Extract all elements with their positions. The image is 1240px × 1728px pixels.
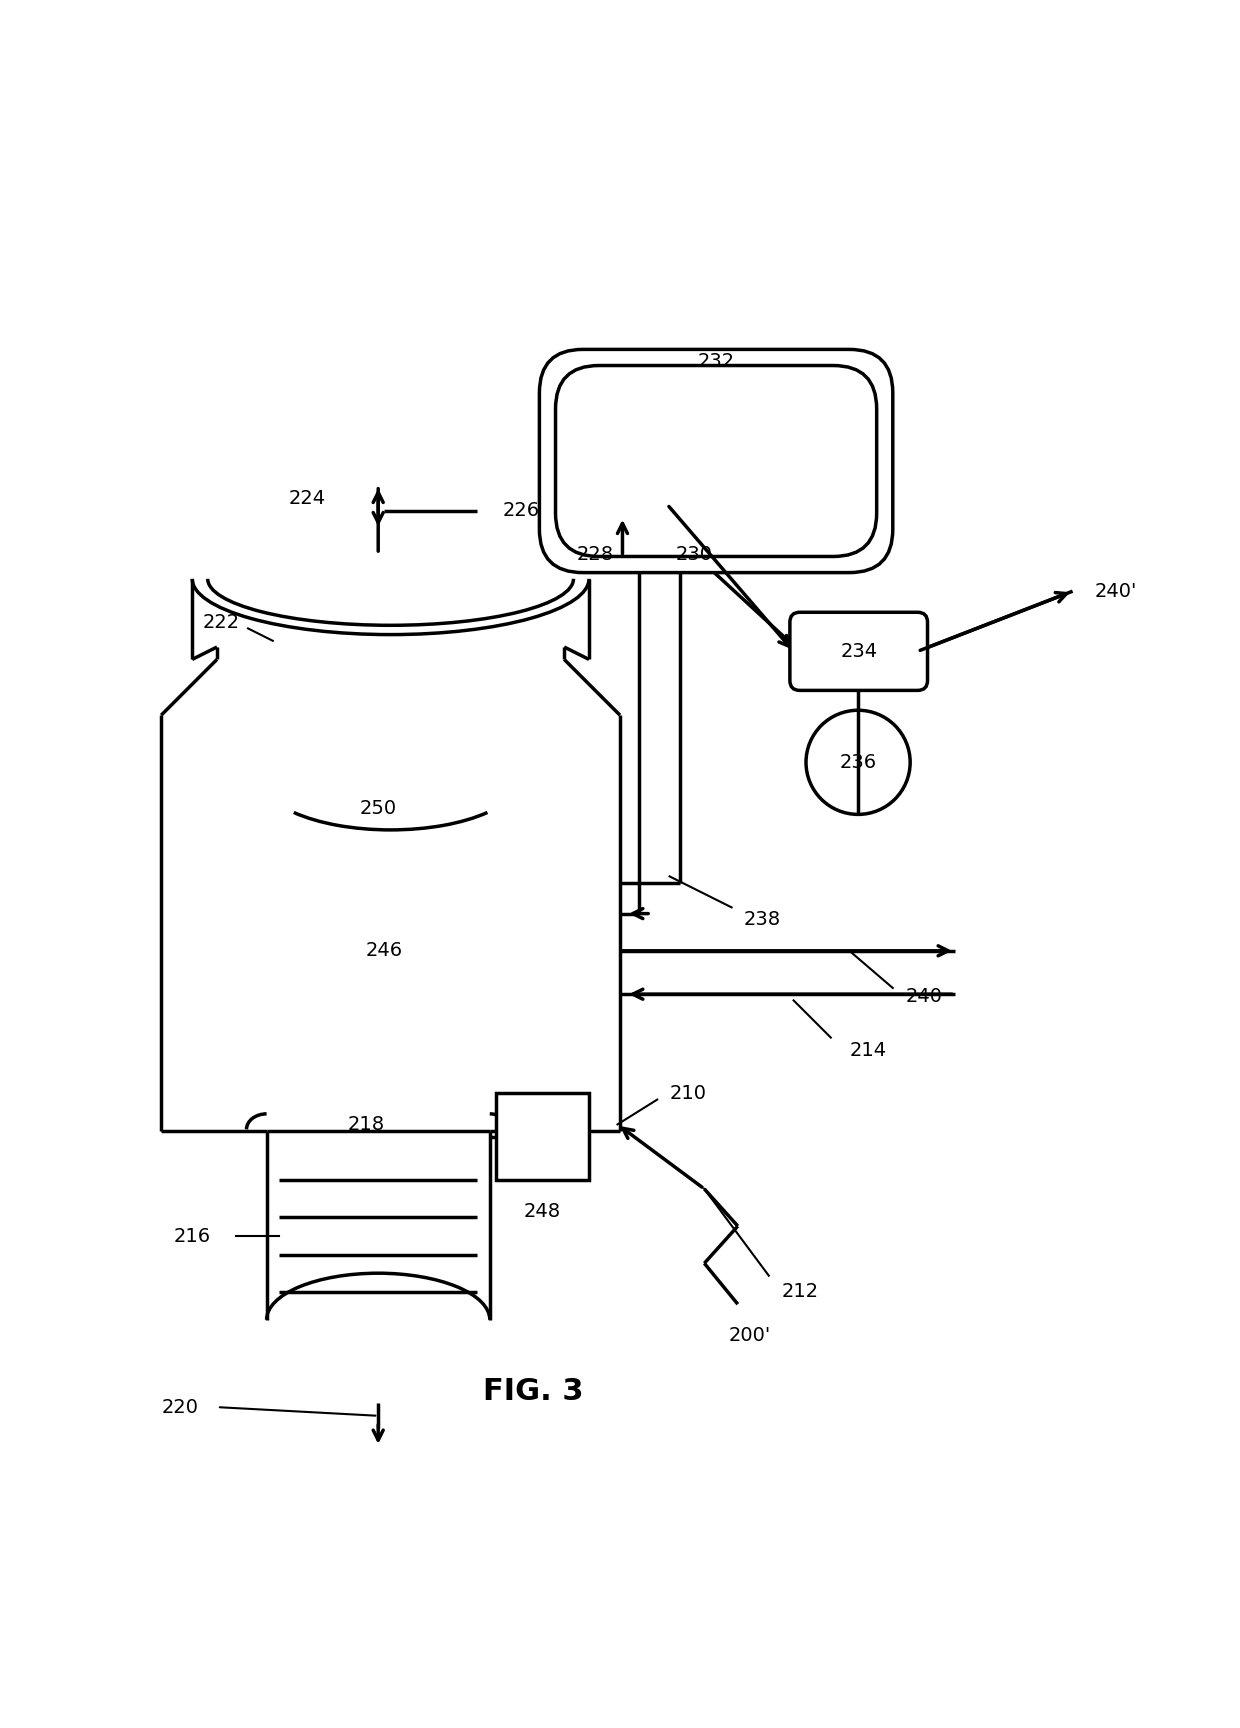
Text: 224: 224 <box>289 489 326 508</box>
Text: 226: 226 <box>502 501 539 520</box>
Text: 246: 246 <box>366 942 403 961</box>
FancyBboxPatch shape <box>790 612 928 691</box>
Text: 216: 216 <box>174 1227 211 1246</box>
Text: 228: 228 <box>577 544 614 563</box>
Text: 230: 230 <box>676 544 713 563</box>
Text: 250: 250 <box>360 798 397 817</box>
Text: 212: 212 <box>781 1282 818 1301</box>
Text: 218: 218 <box>347 1115 384 1134</box>
Text: 236: 236 <box>839 753 877 772</box>
Text: 234: 234 <box>841 641 877 660</box>
Text: 248: 248 <box>525 1201 560 1220</box>
Text: 240: 240 <box>905 987 942 1006</box>
Text: 220: 220 <box>161 1398 198 1417</box>
Text: 238: 238 <box>744 911 781 930</box>
FancyBboxPatch shape <box>539 349 893 572</box>
Text: 232: 232 <box>698 353 734 372</box>
Text: FIG. 3: FIG. 3 <box>482 1377 584 1405</box>
Text: 210: 210 <box>670 1083 707 1102</box>
Text: 214: 214 <box>849 1040 887 1059</box>
Bar <box>496 1094 589 1180</box>
FancyBboxPatch shape <box>556 366 877 556</box>
Text: 222: 222 <box>202 613 239 632</box>
Text: 200': 200' <box>729 1325 771 1344</box>
Text: 240': 240' <box>1095 582 1137 601</box>
